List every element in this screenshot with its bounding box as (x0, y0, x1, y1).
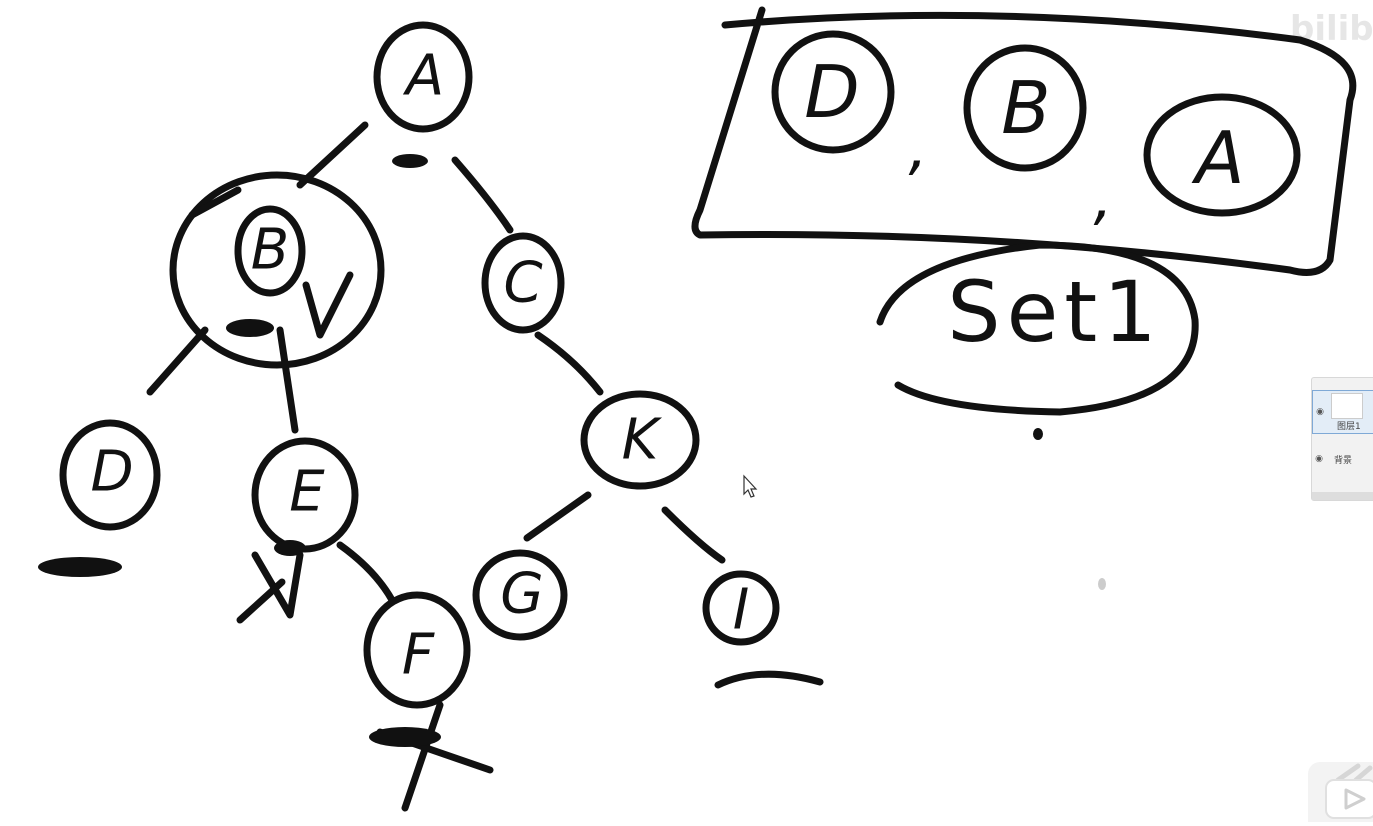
node-d-circle (59, 419, 161, 531)
player-logo[interactable] (1308, 762, 1373, 822)
cross-stroke-f-1 (401, 701, 444, 812)
ink-dot (1033, 428, 1043, 440)
layers-panel: ◉ 图层1 ◉ 背景 (1311, 377, 1373, 501)
node-b-outer-circle (169, 171, 385, 369)
node-k-label: K (622, 408, 663, 473)
node-k-circle (580, 390, 700, 490)
node-a-label: A (403, 44, 444, 109)
blot-b (226, 319, 274, 337)
edge-a-b (296, 121, 369, 189)
blot-e (274, 540, 306, 556)
node-g-label: G (500, 562, 543, 627)
stack-box: D B A , , (691, 6, 1357, 276)
node-c-label: C (503, 251, 542, 316)
layer-row-background[interactable]: ◉ 背景 (1312, 448, 1373, 470)
node-e-label: E (289, 460, 325, 525)
check-mark-b (302, 271, 354, 339)
faint-dot (1098, 578, 1106, 590)
mark-b-top (188, 186, 242, 219)
node-i-circle (702, 570, 780, 646)
set-note-label: Set1 (947, 263, 1162, 361)
edge-e-f (336, 541, 396, 604)
check-mark-e (251, 551, 304, 619)
node-d-label: D (90, 440, 133, 505)
eye-icon[interactable]: ◉ (1315, 454, 1323, 464)
edge-c-k (534, 331, 604, 396)
tree-labels: A B C D E F G K I (90, 44, 749, 688)
blot-f (369, 727, 441, 747)
tree-edges (146, 121, 726, 604)
layer-thumbnail (1331, 392, 1363, 419)
layer-name: 背景 (1334, 455, 1353, 466)
layer-row-1[interactable]: ◉ 图层1 (1312, 390, 1373, 434)
layer-name: 图层1 (1337, 421, 1361, 432)
node-f-circle (363, 591, 471, 709)
panel-scrollbar[interactable] (1312, 492, 1373, 500)
stack-separator-1: , (908, 113, 927, 183)
blot-a (392, 154, 428, 168)
stack-item-d-label: D (804, 50, 859, 134)
node-a-circle (373, 21, 473, 133)
edge-k-i (661, 506, 726, 564)
edge-k-g (523, 491, 592, 542)
blot-d (38, 557, 122, 577)
stack-box-outline (691, 6, 1357, 276)
stack-item-a-label: A (1191, 116, 1244, 200)
edge-b-e (276, 326, 299, 434)
set-note: Set1 (876, 241, 1199, 416)
stack-item-b-circle (963, 44, 1087, 172)
eye-icon[interactable]: ◉ (1316, 407, 1324, 417)
play-icon (1325, 763, 1373, 819)
annotation-marks (38, 154, 1106, 812)
node-i-label: I (733, 578, 750, 643)
node-c-circle (481, 232, 565, 334)
node-g-circle (472, 549, 568, 641)
tree-nodes (59, 21, 780, 709)
stack-item-d-circle (771, 30, 895, 154)
stack-item-a-circle (1143, 93, 1301, 217)
node-b-inner-circle (234, 205, 306, 297)
stack-separator-2: , (1093, 163, 1112, 233)
edge-a-c (451, 156, 514, 234)
stack-item-b-label: B (1001, 66, 1050, 150)
set-note-outline (876, 241, 1199, 416)
node-b-label: B (251, 218, 289, 283)
cursor-arrow-icon (743, 474, 758, 498)
node-f-label: F (402, 623, 435, 688)
cross-stroke-e (236, 578, 286, 624)
underline-i (714, 670, 824, 689)
edge-b-d (146, 326, 209, 396)
